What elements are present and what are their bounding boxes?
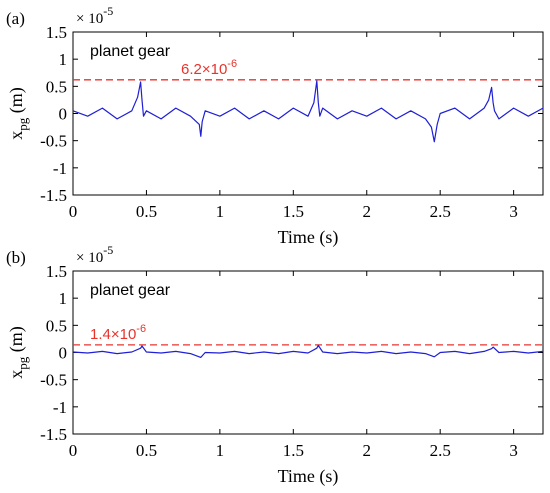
axis-exponent-label: × 10-5: [76, 243, 113, 266]
x-tick-label: 2: [363, 202, 372, 221]
y-tick-label: -0.5: [40, 132, 67, 151]
threshold-label: 1.4×10-6: [90, 323, 146, 343]
x-tick-label: 1: [216, 202, 225, 221]
x-tick-label: 1.5: [283, 441, 304, 460]
y-tick-label: 1.5: [46, 23, 67, 42]
y-tick-label: -1.5: [40, 425, 67, 444]
panel-label: (a): [6, 9, 25, 28]
x-tick-label: 2.5: [430, 202, 451, 221]
threshold-label: 6.2×10-6: [181, 58, 237, 78]
x-tick-label: 2: [363, 441, 372, 460]
y-axis-label: xpg (m): [6, 87, 30, 140]
x-tick-label: 0: [69, 202, 78, 221]
series-line: [72, 344, 544, 358]
panel-a: (a) × 10-51.510.50-0.5-1-1.50 0.5 1 1.5 2 2.5 3…: [6, 4, 544, 248]
y-axis-label: xpg (m): [6, 326, 30, 379]
annotation-label: planet gear: [90, 43, 171, 60]
x-axis-label: Time (s): [278, 466, 339, 487]
series-line: [72, 80, 544, 143]
x-tick-label: 1.5: [283, 202, 304, 221]
x-tick-label: 0: [69, 441, 78, 460]
y-tick-label: 0.5: [46, 77, 67, 96]
x-tick-label: 3: [509, 441, 518, 460]
x-tick-label: 0.5: [136, 202, 157, 221]
y-tick-label: -1.5: [40, 186, 67, 205]
x-axis-label: Time (s): [278, 227, 339, 248]
y-tick-label: -1: [53, 398, 67, 417]
x-tick-label: 0.5: [136, 441, 157, 460]
y-tick-label: -1: [53, 159, 67, 178]
panel-b: (b) × 10-51.510.50-0.5-1-1.50 0.5 1 1.5 2 2.5 3…: [6, 243, 544, 487]
x-tick-label: 1: [216, 441, 225, 460]
y-tick-label: 0: [59, 105, 68, 124]
y-tick-label: 1: [59, 50, 68, 69]
y-tick-label: 1: [59, 289, 68, 308]
annotation-label: planet gear: [90, 282, 171, 299]
x-tick-label: 2.5: [430, 441, 451, 460]
y-tick-label: 0: [59, 344, 68, 363]
y-tick-label: -0.5: [40, 371, 67, 390]
panel-label: (b): [6, 248, 26, 267]
y-tick-label: 0.5: [46, 316, 67, 335]
y-tick-label: 1.5: [46, 262, 67, 281]
axis-exponent-label: × 10-5: [76, 4, 113, 27]
x-tick-label: 3: [509, 202, 518, 221]
